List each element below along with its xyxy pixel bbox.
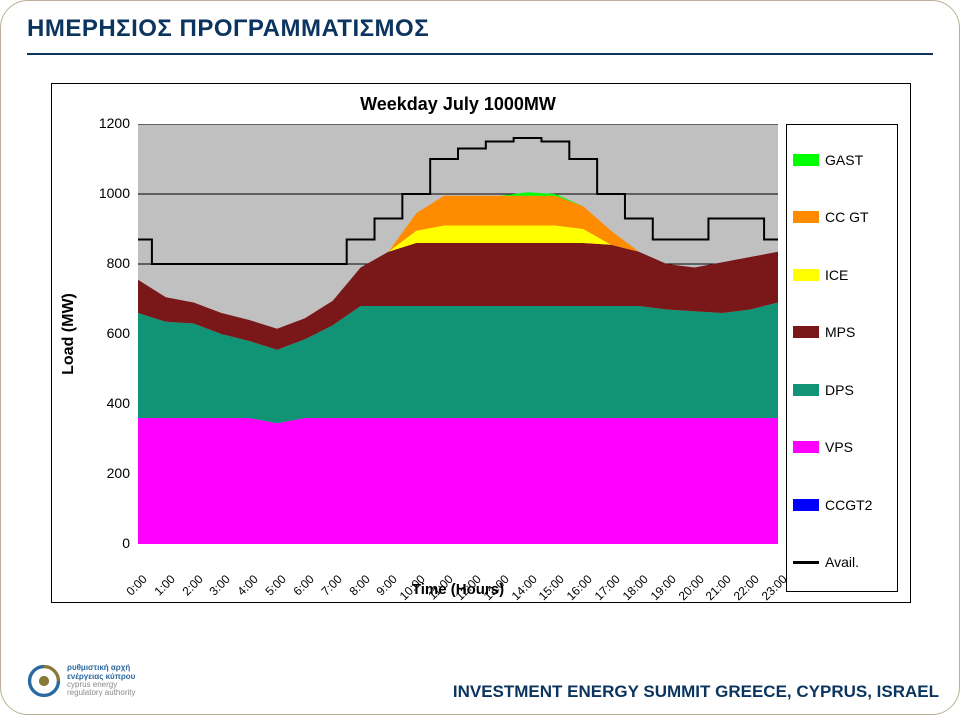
y-tick-label: 1000 [90, 185, 130, 201]
series-vps [138, 418, 778, 544]
legend-label: VPS [825, 439, 853, 455]
legend-item: ICE [787, 265, 897, 285]
y-tick-label: 0 [90, 535, 130, 551]
plot-area [138, 124, 778, 544]
y-axis-label: Load (MW) [56, 124, 82, 544]
legend-swatch [793, 326, 819, 338]
logo-icon [27, 664, 61, 698]
logo: ρυθμιστική αρχή ενέργειας κύπρου cyprus … [27, 660, 147, 702]
legend-item: Avail. [787, 552, 897, 572]
legend-swatch [793, 154, 819, 166]
footer-title: INVESTMENT ENERGY SUMMIT GREECE, CYPRUS,… [453, 682, 939, 702]
legend-item: CC GT [787, 207, 897, 227]
legend-swatch [793, 384, 819, 396]
legend-item: MPS [787, 322, 897, 342]
legend-label: ICE [825, 267, 848, 283]
legend-swatch [793, 211, 819, 223]
chart-svg [138, 124, 778, 544]
legend-item: CCGT2 [787, 495, 897, 515]
logo-text: ρυθμιστική αρχή ενέργειας κύπρου cyprus … [67, 664, 135, 698]
chart-title: Weekday July 1000MW [138, 94, 778, 115]
legend-label: GAST [825, 152, 863, 168]
y-tick-label: 600 [90, 325, 130, 341]
chart-container: Weekday July 1000MW Load (MW) Time (Hour… [51, 83, 911, 603]
title-underline [27, 53, 933, 55]
legend-swatch [793, 561, 819, 564]
legend-item: GAST [787, 150, 897, 170]
y-tick-label: 1200 [90, 115, 130, 131]
legend: GAST CC GT ICE MPS DPS VPS CCGT2 Avail. [786, 124, 898, 592]
y-tick-label: 400 [90, 395, 130, 411]
slide-title: ΗΜΕΡΗΣΙΟΣ ΠΡΟΓΡΑΜΜΑΤΙΣΜΟΣ [27, 15, 429, 43]
legend-label: CC GT [825, 209, 869, 225]
legend-swatch [793, 441, 819, 453]
y-tick-label: 800 [90, 255, 130, 271]
legend-label: CCGT2 [825, 497, 872, 513]
legend-label: MPS [825, 324, 855, 340]
legend-label: DPS [825, 382, 854, 398]
slide: { "heading_text": "ΗΜΕΡΗΣΙΟΣ ΠΡΟΓΡΑΜΜΑΤΙ… [0, 0, 960, 715]
legend-swatch [793, 499, 819, 511]
legend-swatch [793, 269, 819, 281]
legend-item: VPS [787, 437, 897, 457]
legend-item: DPS [787, 380, 897, 400]
y-tick-label: 200 [90, 465, 130, 481]
legend-label: Avail. [825, 554, 859, 570]
